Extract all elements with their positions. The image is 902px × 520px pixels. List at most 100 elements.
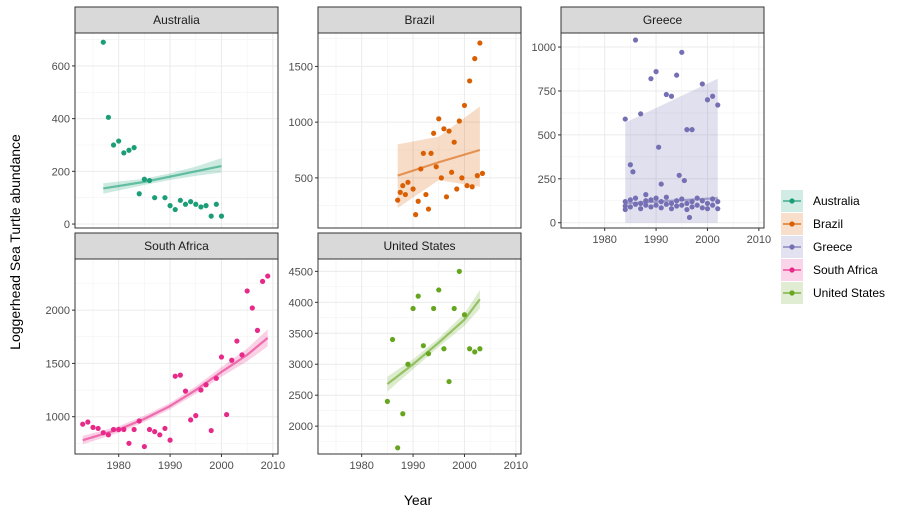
data-point-greece — [699, 198, 705, 204]
data-point-greece — [679, 196, 685, 202]
data-point-south-africa — [218, 354, 225, 360]
data-point-united-states — [410, 305, 416, 312]
y-tick-label: 2000 — [289, 421, 313, 433]
data-point-brazil — [395, 197, 401, 203]
data-point-greece — [648, 197, 654, 203]
data-point-brazil — [436, 116, 442, 122]
data-point-greece — [658, 199, 664, 205]
data-point-greece — [715, 206, 721, 212]
fit-line-united-states — [386, 298, 481, 385]
data-point-greece — [653, 69, 659, 75]
panel-background-brazil — [318, 33, 521, 228]
confidence-band-brazil — [397, 106, 480, 208]
data-point-greece — [694, 195, 700, 201]
data-point-greece — [684, 206, 690, 213]
data-point-brazil — [467, 78, 473, 84]
y-tick-label: 1500 — [46, 358, 70, 370]
x-tick-label: 1990 — [158, 460, 182, 472]
data-point-greece — [656, 144, 662, 150]
panel-border-united-states — [317, 258, 522, 455]
data-point-australia — [100, 39, 106, 45]
data-point-south-africa — [172, 373, 178, 379]
data-point-greece — [643, 192, 649, 198]
legend-label-greece: Greece — [813, 240, 853, 254]
data-point-greece — [658, 181, 664, 187]
data-point-united-states — [456, 268, 462, 274]
panel-border-greece — [560, 32, 765, 229]
data-point-greece — [627, 197, 633, 203]
data-point-australia — [136, 191, 142, 197]
legend-label-brazil: Brazil — [813, 217, 843, 231]
data-point-brazil — [469, 184, 475, 190]
data-point-greece — [638, 200, 644, 207]
data-point-greece — [643, 202, 649, 208]
strip-label-brazil: Brazil — [404, 13, 434, 27]
data-point-greece — [663, 91, 669, 98]
data-point-australia — [152, 195, 158, 201]
data-point-australia — [188, 199, 194, 205]
data-point-greece — [676, 172, 682, 178]
data-point-brazil — [418, 166, 424, 172]
data-point-greece — [689, 127, 695, 133]
data-point-australia — [182, 201, 189, 207]
data-point-south-africa — [198, 387, 204, 393]
data-point-south-africa — [244, 288, 250, 294]
panel-background-united-states — [318, 259, 521, 454]
data-point-south-africa — [131, 426, 137, 433]
y-tick-label: 600 — [52, 61, 70, 73]
x-tick-label: 1980 — [106, 460, 130, 472]
data-point-greece — [668, 93, 675, 99]
data-point-brazil — [479, 170, 486, 176]
data-point-australia — [105, 114, 112, 120]
data-point-united-states — [472, 349, 478, 355]
data-point-brazil — [472, 56, 478, 62]
data-point-brazil — [415, 198, 421, 204]
data-point-greece — [630, 169, 636, 175]
data-point-greece — [704, 200, 711, 207]
data-point-greece — [699, 81, 705, 87]
data-point-brazil — [410, 186, 416, 192]
data-point-australia — [177, 197, 183, 203]
data-point-south-africa — [105, 432, 112, 438]
panel-border-brazil — [317, 32, 522, 229]
data-point-australia — [213, 201, 219, 207]
data-point-brazil — [461, 102, 468, 109]
data-point-united-states — [431, 305, 437, 312]
data-point-united-states — [389, 336, 396, 343]
data-point-south-africa — [152, 429, 158, 435]
data-point-australia — [172, 206, 178, 213]
panel-background-greece — [561, 33, 764, 228]
data-point-united-states — [405, 361, 411, 367]
panel-border-south-africa — [74, 258, 279, 455]
data-point-brazil — [413, 212, 419, 218]
legend-key-point-greece — [789, 244, 795, 250]
data-point-united-states — [461, 312, 468, 318]
data-point-south-africa — [167, 437, 173, 443]
data-point-brazil — [425, 206, 432, 212]
data-point-greece — [674, 198, 680, 204]
data-point-greece — [679, 49, 685, 55]
data-point-greece — [694, 202, 700, 208]
x-tick-label: 1990 — [644, 234, 668, 246]
data-point-greece — [689, 204, 695, 210]
data-point-greece — [668, 206, 675, 212]
legend-label-australia: Australia — [813, 194, 860, 208]
x-tick-label: 1990 — [401, 460, 425, 472]
data-point-south-africa — [208, 427, 214, 434]
data-point-south-africa — [162, 425, 168, 432]
data-point-australia — [121, 150, 127, 156]
data-point-australia — [110, 142, 117, 148]
data-point-australia — [167, 203, 173, 209]
data-point-south-africa — [116, 426, 122, 433]
legend-item-brazil: Brazil — [781, 213, 843, 235]
data-point-greece — [653, 195, 659, 201]
data-point-greece — [658, 205, 664, 211]
data-point-south-africa — [100, 430, 106, 436]
data-point-south-africa — [95, 425, 101, 432]
data-point-united-states — [477, 346, 483, 352]
x-axis-title: Year — [404, 492, 433, 508]
data-point-south-africa — [90, 424, 96, 430]
data-point-united-states — [384, 398, 390, 404]
data-point-greece — [679, 202, 685, 208]
data-point-brazil — [441, 126, 447, 132]
